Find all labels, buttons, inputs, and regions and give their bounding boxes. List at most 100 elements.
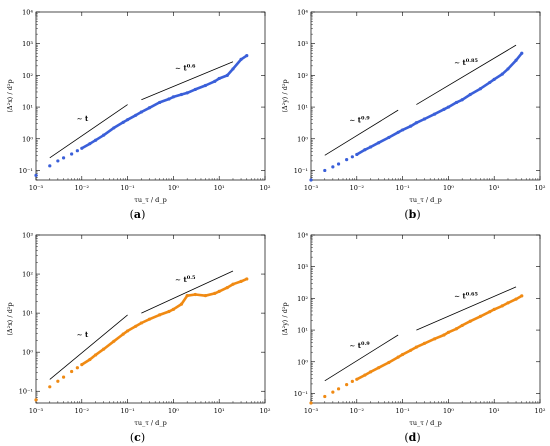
chart-svg-a: 10⁻³ 10⁻² 10⁻¹ 10⁰ 10¹ 10² 10⁻¹ 10⁰ 10¹ 10² 10³ 10⁴… bbox=[6, 9, 271, 205]
data-point bbox=[350, 379, 354, 384]
chart-svg-d: 10⁻³ 10⁻² 10⁻¹ 10⁰ 10¹ 10² 10⁻¹ 10⁰ 10¹ 10² 10³ 10⁴… bbox=[281, 232, 546, 428]
data-point bbox=[34, 173, 38, 177]
data-point bbox=[331, 390, 335, 394]
chart-panel-a: 10⁻³ 10⁻² 10⁻¹ 10⁰ 10¹ 10² 10⁻¹ 10⁰ 10¹ 10² 10³ 10⁴… bbox=[0, 0, 275, 223]
reference-label: ∼ t0.85 bbox=[454, 58, 478, 67]
x-tick-label: 10¹ bbox=[489, 184, 500, 192]
x-tick-label: 10⁻² bbox=[75, 184, 90, 192]
reference-label: ∼ t0.6 bbox=[175, 64, 196, 73]
y-tick-label: 10⁰ bbox=[22, 135, 33, 143]
x-axis-label: τu_τ / d_p bbox=[134, 419, 167, 427]
x-tick-label: 10⁻³ bbox=[304, 407, 319, 415]
y-tick-label: 10² bbox=[22, 271, 33, 279]
y-tick-label: 10⁻¹ bbox=[19, 167, 34, 175]
x-tick-label: 10² bbox=[260, 184, 271, 192]
reference-exponent: 0.65 bbox=[466, 291, 479, 297]
y-tick-label: 10⁰ bbox=[297, 135, 308, 143]
x-tick-label: 10⁰ bbox=[443, 407, 454, 415]
chart-panel-d: 10⁻³ 10⁻² 10⁻¹ 10⁰ 10¹ 10² 10⁻¹ 10⁰ 10¹ 10² 10³ 10⁴… bbox=[275, 223, 550, 446]
x-tick-label: 10⁰ bbox=[168, 184, 179, 192]
y-tick-label: 10⁴ bbox=[297, 9, 308, 17]
x-tick-label: 10⁻³ bbox=[304, 184, 319, 192]
reference-exponent: 0.5 bbox=[187, 275, 196, 281]
chart-panel-b: 10⁻³ 10⁻² 10⁻¹ 10⁰ 10¹ 10² 10⁻¹ 10⁰ 10¹ 10² 10³ 10⁴… bbox=[275, 0, 550, 223]
data-point bbox=[309, 401, 313, 405]
y-tick-label: 10¹ bbox=[22, 104, 33, 112]
chart-svg-b: 10⁻³ 10⁻² 10⁻¹ 10⁰ 10¹ 10² 10⁻¹ 10⁰ 10¹ 10² 10³ 10⁴… bbox=[281, 9, 546, 205]
reference-label: ∼ t bbox=[77, 330, 89, 339]
series-line bbox=[81, 277, 248, 366]
reference-line bbox=[49, 104, 128, 159]
x-axis-label: τu_τ / d_p bbox=[409, 196, 442, 204]
y-axis-label: ⟨Δ²x⟩ / d²p bbox=[6, 302, 14, 335]
y-tick-label: 10⁰ bbox=[22, 349, 33, 357]
x-axis-label: τu_τ / d_p bbox=[134, 196, 167, 204]
x-tick-label: 10⁻³ bbox=[29, 184, 44, 192]
y-tick-label: 10² bbox=[22, 72, 33, 80]
reference-label: ∼ t bbox=[77, 114, 89, 123]
reference-line bbox=[49, 314, 128, 380]
y-tick-label: 10² bbox=[297, 295, 308, 303]
x-tick-label: 10⁻² bbox=[75, 407, 90, 415]
y-tick-label: 10⁰ bbox=[297, 358, 308, 366]
series-line bbox=[81, 54, 248, 150]
caption-b: (b) bbox=[404, 208, 421, 221]
y-tick-label: 10³ bbox=[22, 40, 33, 48]
x-tick-label: 10⁻³ bbox=[29, 407, 44, 415]
data-point bbox=[56, 159, 60, 163]
y-tick-label: 10¹ bbox=[22, 310, 33, 318]
data-point bbox=[323, 394, 327, 399]
y-tick-label: 10¹ bbox=[297, 327, 308, 335]
data-point bbox=[48, 385, 52, 389]
data-point bbox=[309, 178, 313, 182]
x-tick-label: 10⁻² bbox=[350, 407, 365, 415]
x-tick-label: 10⁰ bbox=[168, 407, 179, 415]
caption-d: (d) bbox=[404, 431, 421, 444]
x-tick-label: 10⁻¹ bbox=[120, 407, 135, 415]
reference-exponent: 0.6 bbox=[187, 64, 196, 70]
x-tick-label: 10² bbox=[260, 407, 271, 415]
x-tick-label: 10¹ bbox=[214, 184, 225, 192]
x-tick-label: 10² bbox=[535, 407, 546, 415]
data-point bbox=[345, 383, 349, 387]
plot-frame bbox=[310, 11, 541, 181]
data-point bbox=[70, 369, 74, 374]
data-point bbox=[336, 162, 341, 166]
reference-line bbox=[141, 61, 234, 101]
caption-a: (a) bbox=[129, 208, 146, 221]
x-tick-label: 10⁰ bbox=[443, 184, 454, 192]
x-tick-label: 10² bbox=[535, 184, 546, 192]
data-point bbox=[61, 156, 66, 160]
data-point bbox=[56, 379, 60, 383]
reference-line bbox=[324, 334, 399, 382]
x-tick-label: 10⁻² bbox=[350, 184, 365, 192]
y-tick-label: 10² bbox=[297, 72, 308, 80]
reference-label: ∼ t0.65 bbox=[454, 291, 478, 300]
data-point bbox=[350, 155, 354, 159]
chart-svg-c: 10⁻³ 10⁻² 10⁻¹ 10⁰ 10¹ 10² 10⁻¹ 10⁰ 10¹ 10² 10³ τu_… bbox=[6, 232, 271, 428]
reference-exponent: 0.9 bbox=[361, 341, 370, 347]
data-point bbox=[331, 165, 335, 169]
y-tick-label: 10¹ bbox=[297, 104, 308, 112]
x-tick-label: 10¹ bbox=[214, 407, 225, 415]
x-tick-label: 10⁻¹ bbox=[395, 184, 410, 192]
data-point bbox=[336, 387, 341, 391]
reference-line bbox=[416, 44, 517, 105]
reference-line bbox=[416, 286, 517, 331]
x-axis-label: τu_τ / d_p bbox=[409, 419, 442, 427]
reference-line bbox=[324, 109, 399, 156]
plot-frame bbox=[310, 234, 541, 404]
series-line bbox=[356, 294, 523, 381]
y-tick-label: 10⁻¹ bbox=[19, 388, 34, 396]
reference-label: ∼ t0.5 bbox=[175, 275, 196, 284]
data-point bbox=[48, 164, 52, 168]
reference-line bbox=[141, 270, 234, 314]
y-axis-label: ⟨Δ²y⟩ / d²p bbox=[281, 302, 289, 335]
plot-frame bbox=[35, 11, 266, 181]
y-tick-label: 10³ bbox=[22, 232, 33, 240]
data-point bbox=[70, 152, 74, 156]
y-tick-label: 10³ bbox=[297, 263, 308, 271]
reference-exponent: 0.9 bbox=[361, 116, 370, 122]
y-axis-label: ⟨Δ²x⟩ / d²p bbox=[6, 79, 14, 112]
caption-c: (c) bbox=[129, 431, 146, 444]
